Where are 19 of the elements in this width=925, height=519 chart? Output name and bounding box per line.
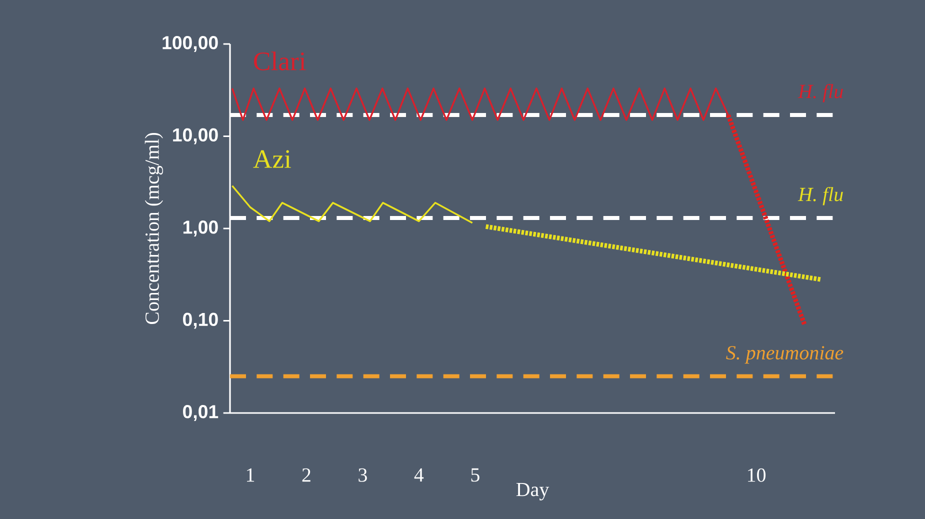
y-tick-label: 100,00 bbox=[162, 36, 218, 52]
ref-line-label: S. pneumoniae bbox=[726, 346, 844, 364]
y-axis-title: Concentration (mcg/ml) bbox=[144, 132, 164, 324]
series-label: Clari bbox=[254, 52, 306, 70]
x-tick-label: 2 bbox=[302, 468, 310, 482]
x-tick-label: 5 bbox=[471, 468, 480, 482]
x-tick-label: 4 bbox=[414, 468, 424, 482]
x-axis-title: Day bbox=[516, 482, 550, 500]
line-series bbox=[231, 184, 474, 224]
x-tick-label: 3 bbox=[358, 468, 367, 482]
x-tick-label: 10 bbox=[748, 468, 766, 482]
x-tick-label: 1 bbox=[247, 468, 254, 482]
y-tick-label: 1,00 bbox=[183, 220, 218, 236]
y-tick-label: 10,00 bbox=[173, 128, 218, 144]
y-tick-label: 0,10 bbox=[183, 312, 218, 329]
series-label: Azi bbox=[253, 150, 291, 168]
ref-line-label: H. flu bbox=[798, 84, 843, 102]
ref-line-label: H. flu bbox=[798, 186, 843, 206]
y-tick-label: 0,01 bbox=[183, 405, 218, 421]
